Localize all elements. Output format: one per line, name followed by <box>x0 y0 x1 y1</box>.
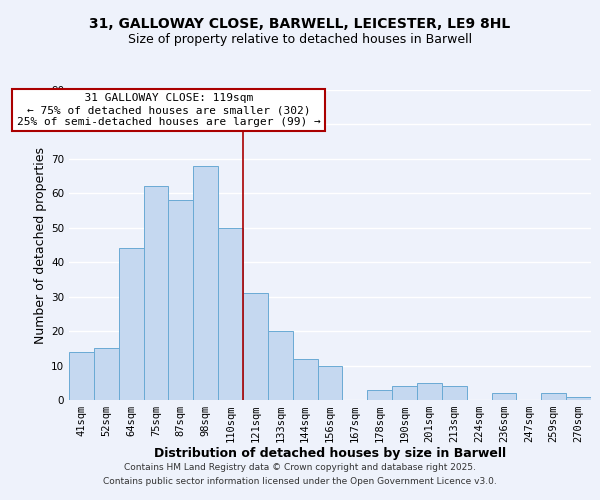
Bar <box>392 386 417 400</box>
Bar <box>218 228 243 400</box>
Text: Contains public sector information licensed under the Open Government Licence v3: Contains public sector information licen… <box>103 477 497 486</box>
Text: Size of property relative to detached houses in Barwell: Size of property relative to detached ho… <box>128 32 472 46</box>
Bar <box>293 358 317 400</box>
X-axis label: Distribution of detached houses by size in Barwell: Distribution of detached houses by size … <box>154 446 506 460</box>
Bar <box>69 352 94 400</box>
Text: Contains HM Land Registry data © Crown copyright and database right 2025.: Contains HM Land Registry data © Crown c… <box>124 464 476 472</box>
Bar <box>317 366 343 400</box>
Bar <box>94 348 119 400</box>
Bar <box>268 331 293 400</box>
Bar <box>417 383 442 400</box>
Bar <box>243 293 268 400</box>
Bar <box>442 386 467 400</box>
Bar <box>491 393 517 400</box>
Bar <box>541 393 566 400</box>
Bar <box>169 200 193 400</box>
Text: 31, GALLOWAY CLOSE, BARWELL, LEICESTER, LE9 8HL: 31, GALLOWAY CLOSE, BARWELL, LEICESTER, … <box>89 18 511 32</box>
Bar <box>566 396 591 400</box>
Text: 31 GALLOWAY CLOSE: 119sqm  
← 75% of detached houses are smaller (302)
25% of se: 31 GALLOWAY CLOSE: 119sqm ← 75% of detac… <box>17 94 320 126</box>
Bar <box>367 390 392 400</box>
Y-axis label: Number of detached properties: Number of detached properties <box>34 146 47 344</box>
Bar <box>119 248 143 400</box>
Bar <box>193 166 218 400</box>
Bar <box>143 186 169 400</box>
